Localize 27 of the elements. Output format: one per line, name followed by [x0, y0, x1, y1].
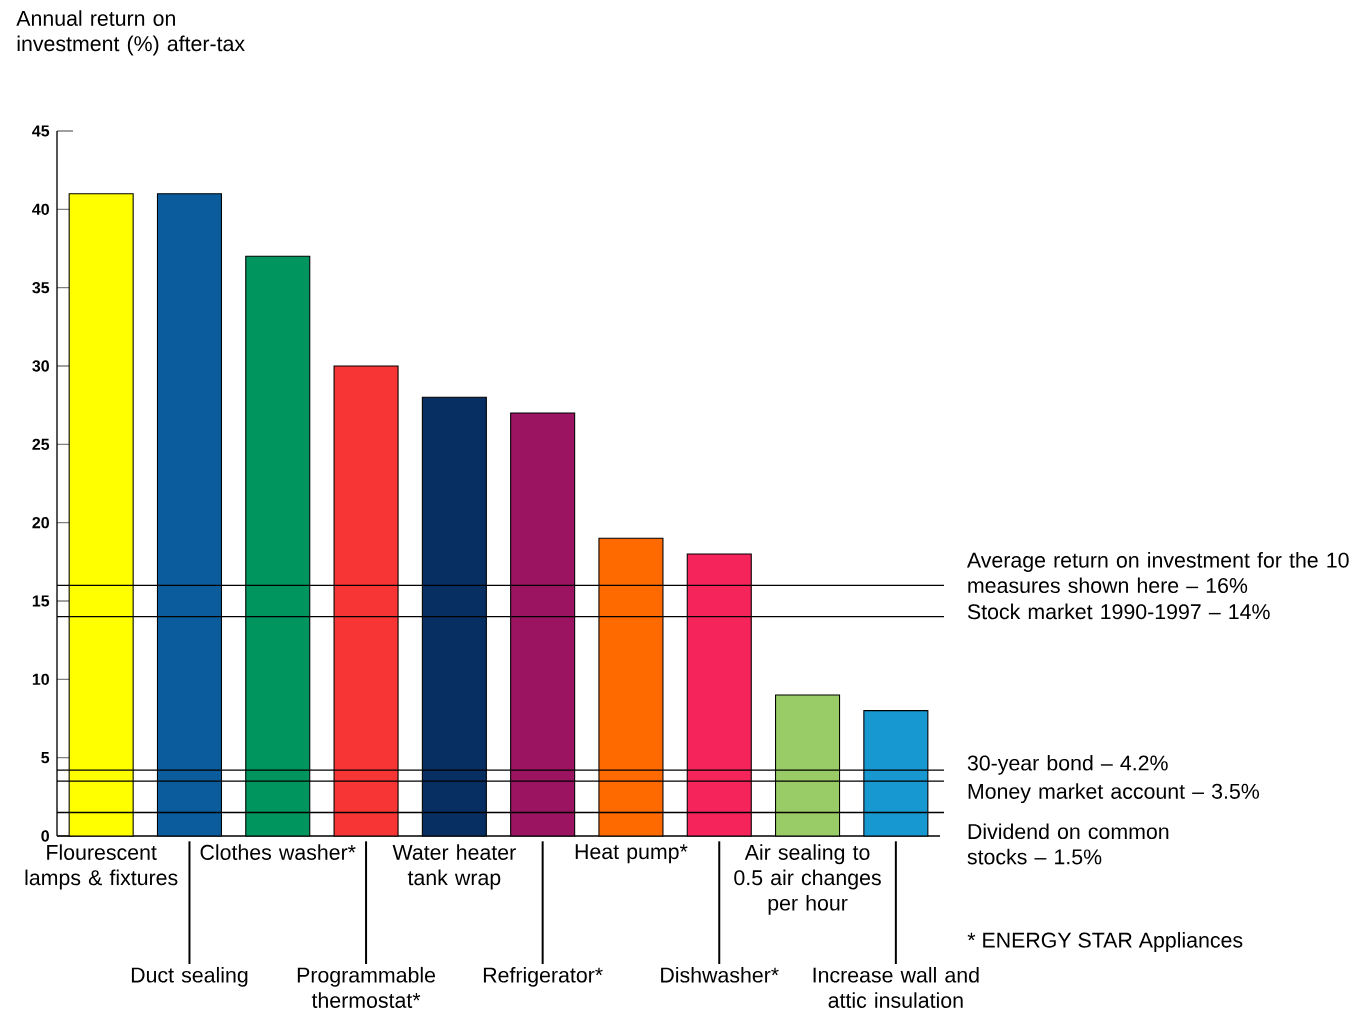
text: * ENERGY STAR Appliances	[967, 932, 1243, 952]
x-tick-label: Flourescent lamps & fixtures	[25, 844, 178, 890]
y-tick-label: 20	[32, 517, 49, 529]
y-tick-label: 25	[32, 438, 50, 450]
ref-line-label: Dividend on common stocks – 1.5%	[967, 823, 1169, 865]
y-tick-label: 15	[32, 595, 50, 607]
y-tick-label: 35	[32, 281, 50, 294]
y-tick-label: 10	[32, 673, 49, 685]
ref-line-label: Stock market 1990-1997 – 14%	[967, 603, 1270, 620]
x-tick-label: Heat pump*	[575, 844, 688, 864]
x-tick-label: Programmable thermostat*	[297, 966, 436, 1008]
x-tick-label: Dishwasher*	[661, 966, 779, 983]
ref-line-label: Average return on investment for the 10 measures shown here – 16%	[966, 552, 1349, 594]
y-axis-title: Annual return on investment (%) after-tax	[16, 10, 245, 56]
x-tick-label: Air sealing to 0.5 air changes per hour	[734, 844, 881, 915]
y-tick-label: 40	[32, 203, 49, 215]
x-tick-label: Increase wall and attic insulation	[813, 966, 979, 1008]
x-tick-label: Water heater tank wrap	[392, 844, 516, 890]
x-tick-label: Clothes washer*	[200, 844, 356, 860]
y-tick-label: 45	[32, 125, 50, 137]
x-tick-label: Duct sealing	[131, 966, 248, 987]
y-tick-label: 5	[41, 752, 50, 764]
y-tick-label: 30	[32, 360, 49, 372]
ref-line-label: Money market account – 3.5%	[968, 783, 1260, 804]
y-tick-label: 0	[41, 830, 49, 842]
ref-line-label: 30-year bond – 4.2%	[967, 754, 1168, 775]
x-tick-label: Refrigerator*	[483, 966, 603, 987]
